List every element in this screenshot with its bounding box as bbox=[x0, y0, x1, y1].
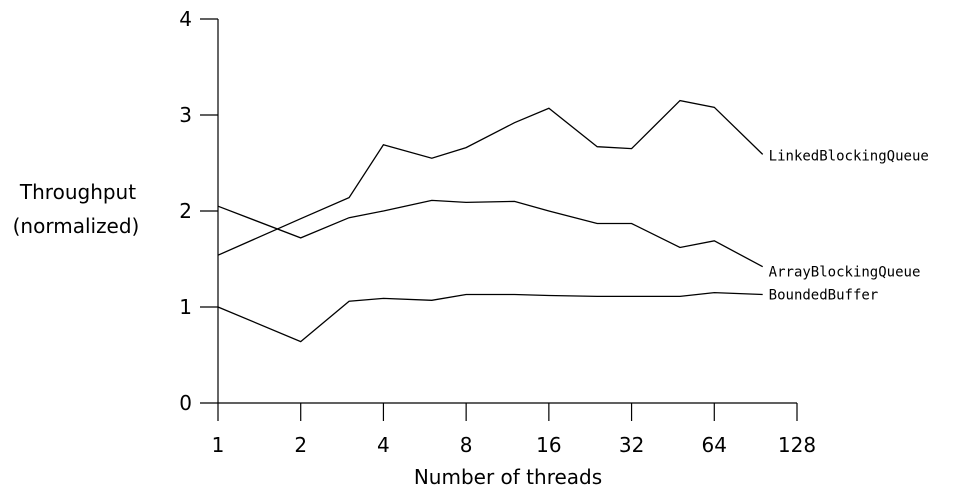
series-group: LinkedBlockingQueue ArrayBlockingQueue Bou… bbox=[217, 99, 929, 343]
x-axis-title: Number of threads bbox=[414, 465, 602, 489]
y-axis-title-line-2: (normalized) bbox=[13, 214, 140, 238]
series-label-LinkedBlockingQueue: LinkedBlockingQueue bbox=[769, 148, 929, 164]
y-tick-label: 3 bbox=[179, 103, 192, 127]
y-tick-label: 0 bbox=[179, 391, 192, 415]
x-tick-label: 8 bbox=[460, 433, 473, 457]
x-tick-label: 1 bbox=[212, 433, 225, 457]
y-tick-label: 4 bbox=[179, 7, 192, 31]
y-tick-label: 1 bbox=[179, 295, 192, 319]
x-tick-label: 2 bbox=[294, 433, 307, 457]
y-axis-title: Throughput (normalized) bbox=[13, 180, 140, 238]
x-tick-label: 16 bbox=[536, 433, 561, 457]
series-label-BoundedBuffer: BoundedBuffer bbox=[769, 288, 879, 304]
x-tick-label: 64 bbox=[702, 433, 727, 457]
series-line-BoundedBuffer bbox=[217, 291, 763, 343]
x-tick-label: 128 bbox=[778, 433, 816, 457]
series-label-ArrayBlockingQueue: ArrayBlockingQueue bbox=[769, 265, 921, 281]
series-line-ArrayBlockingQueue bbox=[217, 199, 764, 268]
x-tick-label: 32 bbox=[619, 433, 644, 457]
x-tick-label: 4 bbox=[377, 433, 390, 457]
series-ArrayBlockingQueue: ArrayBlockingQueue bbox=[217, 199, 921, 281]
y-axis-title-line-1: Throughput bbox=[19, 180, 136, 204]
series-line-LinkedBlockingQueue bbox=[217, 99, 764, 256]
series-BoundedBuffer: BoundedBuffer bbox=[217, 288, 879, 343]
series-LinkedBlockingQueue: LinkedBlockingQueue bbox=[217, 99, 929, 256]
y-tick-label: 2 bbox=[179, 199, 192, 223]
